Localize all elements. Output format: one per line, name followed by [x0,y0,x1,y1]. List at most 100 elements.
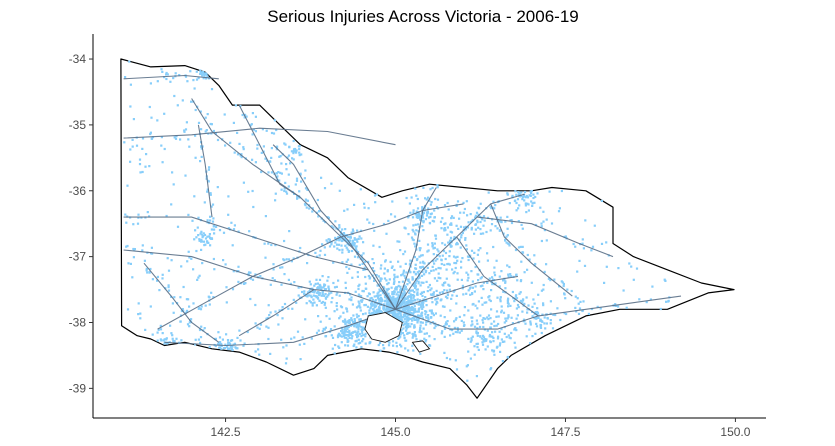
injury-point [410,299,413,302]
injury-point [485,338,488,341]
injury-point [421,216,425,219]
injury-point [228,341,231,345]
injury-point [417,319,420,322]
injury-point [129,83,132,86]
injury-point [465,248,468,251]
injury-point [303,290,306,293]
injury-point [402,327,405,330]
injury-point [440,259,443,262]
injury-point [520,260,523,263]
injury-point [486,345,489,348]
injury-point [288,145,291,148]
western-port-bay [411,340,431,353]
injury-point [407,305,411,308]
injury-point [408,301,411,304]
injury-point [412,209,415,212]
injury-point [205,129,208,132]
injury-point [352,344,355,348]
injury-point [422,229,425,232]
injury-point [443,289,446,292]
injury-point [397,316,400,319]
injury-point [422,298,425,301]
injury-point [220,347,223,350]
injury-point [361,299,364,302]
injury-point [354,290,357,293]
injury-point [433,242,436,245]
injury-point [454,318,457,321]
injury-point [380,264,383,267]
injury-point [523,302,526,305]
injury-point [159,328,163,331]
injury-point [396,304,399,307]
injury-point [388,295,391,298]
injury-point [210,123,213,126]
injury-point [419,292,422,296]
injury-point [412,284,415,287]
injury-point [249,297,252,301]
injury-point [414,187,417,190]
injury-point [221,338,224,341]
injury-point [600,242,604,245]
injury-point [335,302,338,305]
injury-point [428,309,431,312]
injury-point [336,336,340,339]
injury-point [470,249,474,252]
injury-point [227,227,230,230]
injury-point [649,298,652,301]
injury-point [541,320,544,323]
injury-point [326,279,329,282]
injury-point [315,304,318,307]
injury-point [400,295,403,298]
injury-point [169,80,172,83]
injury-point [275,145,278,149]
injury-point [323,187,327,190]
injury-point [434,197,437,201]
injury-point [275,128,278,132]
injury-point [400,345,403,348]
injury-point [404,306,407,309]
injury-point [418,276,421,279]
injury-point [581,242,584,245]
injury-point [209,237,212,240]
injury-point [138,158,142,161]
injury-point [353,237,356,240]
injury-point [540,331,543,335]
injury-point [483,219,486,222]
injury-point [284,362,288,365]
injury-point [208,233,211,236]
injury-point [400,274,403,277]
injury-point [356,256,360,259]
injury-point [417,308,420,311]
injury-point [389,260,392,263]
injury-point [344,328,347,331]
injury-point [409,325,412,328]
injury-point [476,273,479,276]
injury-point [544,327,547,330]
injury-point [207,295,210,298]
injury-point [407,349,410,352]
injury-point [228,347,231,350]
injury-point [371,304,374,307]
injury-point [605,265,608,268]
injury-point [214,344,217,348]
injury-point [266,159,269,162]
injury-point [405,321,408,325]
injury-point [195,236,198,239]
injury-point [393,299,396,302]
injury-point [543,316,546,319]
injury-point [316,296,319,299]
injury-point [412,313,415,316]
injury-point [343,209,346,212]
injury-point [208,235,211,238]
injury-point [331,336,335,339]
injury-point [382,285,385,289]
injury-point [364,335,367,338]
injury-point [200,325,203,328]
injury-point [445,323,448,326]
injury-point [539,318,542,321]
injury-point [139,171,142,174]
injury-point [200,233,203,236]
injury-point [478,325,482,329]
injury-point [190,100,193,103]
injury-point [390,286,393,289]
